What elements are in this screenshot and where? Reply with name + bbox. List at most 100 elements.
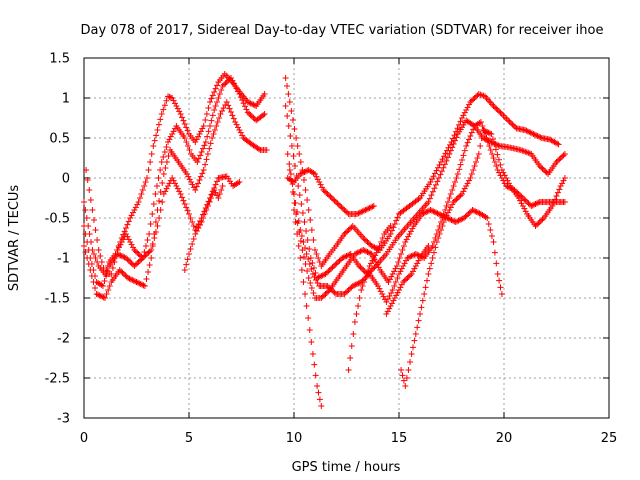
data-point [351, 251, 358, 257]
data-point [560, 177, 567, 184]
data-point [291, 200, 298, 206]
data-point [296, 192, 303, 198]
data-point [230, 115, 237, 122]
data-point [454, 125, 461, 132]
data-point [163, 185, 170, 192]
data-point [242, 103, 248, 110]
data-point [356, 209, 363, 216]
data-point [116, 267, 123, 273]
data-point [398, 281, 405, 288]
data-point [291, 207, 297, 213]
data-point [100, 294, 107, 301]
data-point [342, 229, 349, 236]
data-point [159, 199, 166, 205]
data-point [470, 167, 477, 173]
data-point [100, 265, 107, 271]
data-point [299, 247, 306, 253]
data-point [81, 223, 87, 229]
data-point [493, 105, 500, 112]
data-point [146, 231, 153, 237]
data-point [165, 183, 171, 189]
data-point [190, 236, 197, 242]
data-point [235, 88, 241, 95]
data-point [344, 228, 351, 235]
data-point [482, 128, 489, 135]
data-point [306, 327, 313, 333]
data-point [200, 145, 206, 152]
data-point [355, 280, 362, 287]
data-point [405, 273, 412, 280]
data-point [461, 185, 468, 192]
data-point [163, 144, 170, 150]
data-point [214, 82, 220, 89]
series-arc-3 [81, 99, 270, 301]
data-point [401, 260, 408, 267]
data-point [454, 195, 461, 201]
data-point [436, 161, 443, 168]
data-point [341, 231, 348, 237]
data-point [377, 288, 384, 295]
data-point [307, 217, 314, 223]
data-point [297, 159, 304, 165]
data-point [180, 197, 187, 204]
data-point [99, 283, 106, 289]
data-point [90, 251, 97, 257]
data-point [414, 324, 421, 331]
y-tick-label: 1 [62, 92, 70, 107]
data-point [163, 159, 170, 165]
data-point [433, 209, 440, 216]
data-point [392, 279, 399, 285]
data-point [494, 151, 501, 158]
data-point [152, 219, 159, 225]
series-arc-6 [282, 75, 562, 269]
data-point [517, 197, 524, 204]
data-point [517, 192, 524, 199]
data-point [309, 260, 316, 266]
data-point [294, 143, 301, 149]
data-point [376, 243, 383, 249]
data-point [504, 183, 511, 190]
data-point [386, 293, 393, 299]
data-point [400, 263, 407, 269]
data-point [211, 187, 218, 193]
data-point [361, 279, 367, 285]
data-point [428, 260, 435, 267]
data-point [480, 127, 486, 133]
data-point [228, 109, 234, 115]
axis-ticks [83, 57, 610, 419]
data-point [286, 167, 293, 173]
data-point [424, 208, 431, 215]
data-point [344, 288, 351, 295]
data-point [463, 212, 470, 219]
data-point [496, 277, 503, 284]
data-point [338, 204, 345, 211]
data-point [484, 139, 491, 145]
grid [84, 58, 609, 418]
data-point [526, 129, 533, 135]
data-point [491, 159, 498, 165]
data-point [89, 207, 96, 213]
data-point [450, 199, 457, 205]
data-point [128, 212, 135, 219]
data-point [522, 197, 529, 204]
data-point [311, 361, 318, 368]
data-point [396, 287, 402, 293]
data-point [300, 169, 307, 176]
data-point [153, 183, 160, 189]
data-point [470, 207, 477, 214]
data-point [130, 244, 136, 251]
data-point [524, 128, 531, 135]
data-point [144, 175, 150, 181]
data-point [365, 272, 372, 279]
data-point [468, 97, 475, 104]
data-point [368, 243, 375, 249]
data-point [81, 243, 87, 249]
data-point [202, 117, 209, 123]
data-point [323, 289, 330, 296]
data-point [256, 146, 262, 153]
data-point [204, 151, 211, 157]
data-point [147, 221, 154, 227]
data-point [408, 253, 415, 259]
data-point [314, 176, 321, 183]
data-point [431, 185, 438, 192]
